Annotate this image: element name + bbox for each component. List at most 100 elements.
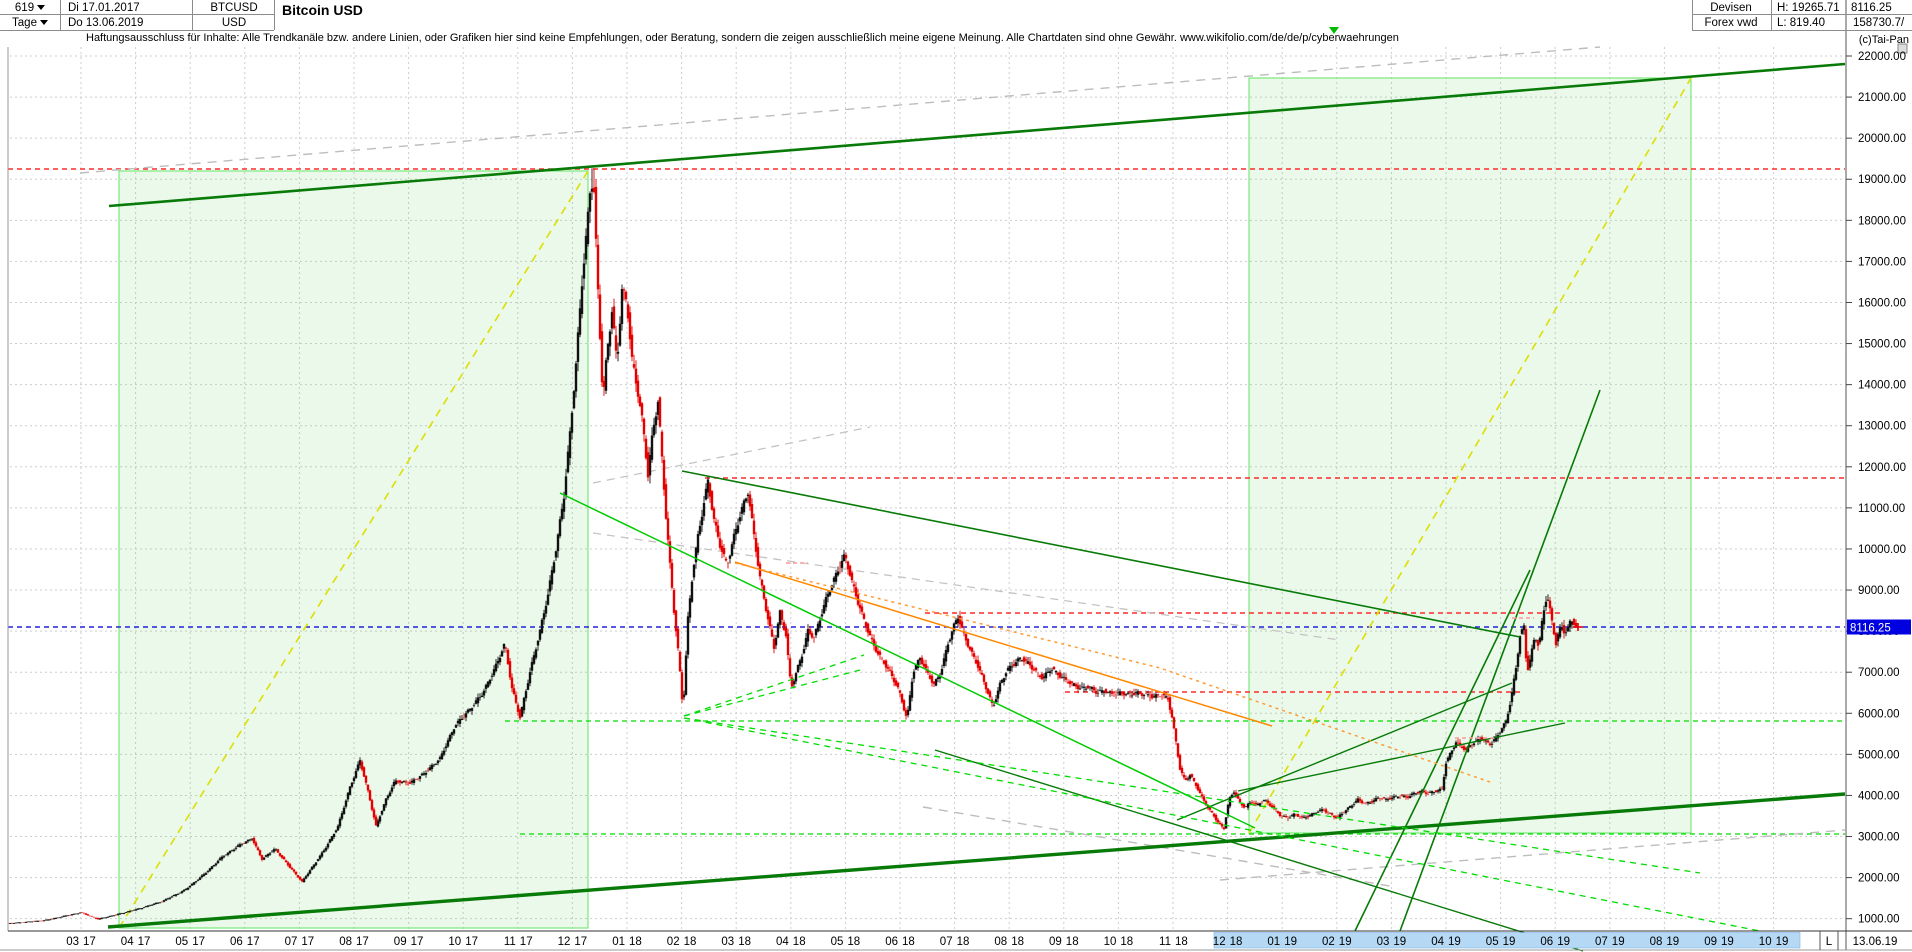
x-axis-label: 17 — [465, 936, 478, 948]
x-axis-label: 17 — [356, 936, 369, 948]
x-axis-label: 17 — [192, 936, 205, 948]
x-axis-label: 18 — [957, 936, 970, 948]
x-axis-label: 08 — [994, 936, 1007, 948]
lime-fan-up-2 — [683, 668, 865, 717]
y-axis-label: 14000.00 — [1858, 380, 1906, 392]
x-axis-label: 05 — [831, 936, 844, 948]
y-axis-label: 7000.00 — [1858, 667, 1900, 679]
x-axis-label: 03 — [721, 936, 734, 948]
x-axis-label: 04 — [776, 936, 789, 948]
y-axis-label: 2000.00 — [1858, 873, 1900, 885]
x-axis-label: 18 — [1011, 936, 1024, 948]
x-axis-label: 18 — [1175, 936, 1188, 948]
currency-label: USD — [221, 17, 247, 29]
header-divider — [0, 30, 274, 31]
y-axis-label: 21000.00 — [1858, 92, 1906, 104]
gray-mid-asc — [592, 426, 871, 484]
rally-steep-left — [1354, 569, 1531, 932]
x-axis-label: 04 — [1431, 936, 1444, 948]
header-divider — [0, 14, 274, 15]
yellow-diagonal-right — [1248, 77, 1692, 834]
lime-fan-down-2 — [683, 717, 1761, 932]
x-axis-label: 17 — [574, 936, 587, 948]
x-axis-label: 17 — [138, 936, 151, 948]
x-axis-label: 18 — [684, 936, 697, 948]
x-axis-label: 18 — [1230, 936, 1243, 948]
x-axis-label: 07 — [1595, 936, 1608, 948]
x-axis-label: 17 — [301, 936, 314, 948]
x-axis-label: 18 — [629, 936, 642, 948]
disclaimer-text: Haftungsausschluss für Inhalte: Alle Tre… — [86, 32, 1399, 44]
header-divider — [60, 0, 61, 30]
x-axis-label: 01 — [612, 936, 625, 948]
x-axis-label: 17 — [411, 936, 424, 948]
orange-desc-solid — [734, 561, 1273, 727]
x-axis-label: 09 — [394, 936, 407, 948]
channel-bottom — [107, 792, 1846, 929]
y-axis-label: 6000.00 — [1858, 708, 1900, 720]
x-axis-label: 18 — [793, 936, 806, 948]
candles-down-bodies — [10, 186, 1578, 924]
market-label: Devisen — [1710, 2, 1752, 14]
axis-settings-icon[interactable] — [1897, 43, 1908, 54]
x-axis-label: 18 — [847, 936, 860, 948]
date-from: Di 17.01.2017 — [68, 2, 140, 14]
x-axis-label: 17 — [247, 936, 260, 948]
header-divider — [1771, 0, 1772, 30]
x-axis-label: 10 — [1104, 936, 1117, 948]
y-axis-label: 10000.00 — [1858, 544, 1906, 556]
chevron-down-icon — [39, 20, 48, 26]
header-divider — [274, 0, 275, 30]
y-axis-label: 19000.00 — [1858, 174, 1906, 186]
x-axis-label: 19 — [1721, 936, 1734, 948]
y-axis-label: 17000.00 — [1858, 256, 1906, 268]
x-axis-label: 19 — [1503, 936, 1516, 948]
x-axis-label: 12 — [558, 936, 571, 948]
x-axis-label: 19 — [1339, 936, 1352, 948]
yellow-diagonal-left — [118, 170, 589, 929]
y-axis-label: 1000.00 — [1858, 914, 1900, 926]
price-tag — [1847, 619, 1911, 635]
x-axis-label: 18 — [1120, 936, 1133, 948]
desc-lower-2018 — [934, 749, 1584, 952]
bars-count-dropdown[interactable]: 619 — [2, 1, 58, 15]
x-axis-label: 07 — [285, 936, 298, 948]
y-axis-label: 22000.00 — [1858, 51, 1906, 63]
x-axis-label: 06 — [1540, 936, 1553, 948]
gray-rising-long — [79, 46, 1601, 174]
x-axis-label: 06 — [230, 936, 243, 948]
page-title: Bitcoin USD — [282, 2, 363, 18]
x-axis-label: 08 — [339, 936, 352, 948]
y-axis-label: 16000.00 — [1858, 297, 1906, 309]
x-axis-label: 05 — [1486, 936, 1499, 948]
y-axis-label: 3000.00 — [1858, 832, 1900, 844]
period-dropdown[interactable]: Tage — [2, 16, 58, 30]
x-axis-label: 08 — [1650, 936, 1663, 948]
low-flag-label: L — [1826, 936, 1833, 948]
disclaimer-body: Haftungsausschluss für Inhalte: Alle Tre… — [86, 32, 1180, 44]
x-axis-label: 05 — [175, 936, 188, 948]
gray-bottom-right-1 — [1219, 829, 1846, 881]
period-label: Tage — [12, 17, 37, 29]
position-marker-icon[interactable] — [1329, 27, 1339, 34]
x-axis-label: 17 — [520, 936, 533, 948]
x-axis-label: 12 — [1213, 936, 1226, 948]
x-axis-label: 03 — [66, 936, 79, 948]
y-axis-label: 15000.00 — [1858, 339, 1906, 351]
price-tag-value: 8116.25 — [1850, 623, 1891, 635]
wikifolio-link[interactable]: www.wikifolio.com/de/de/p/cyberwaehrunge… — [1179, 32, 1399, 44]
x-axis-label: 19 — [1557, 936, 1570, 948]
lime-desc — [559, 492, 1256, 829]
y-axis-label: 4000.00 — [1858, 790, 1900, 802]
feed-label: Forex vwd — [1704, 17, 1758, 29]
x-axis-label: 17 — [83, 936, 96, 948]
volume-value: 158730.7/ — [1853, 17, 1905, 29]
low-value: L: 819.40 — [1777, 17, 1825, 29]
desc-resistance-2018 — [681, 470, 1521, 638]
y-axis-label: 5000.00 — [1858, 749, 1900, 761]
copyright-label: (c)Tai-Pan — [1858, 34, 1909, 46]
x-axis-label: 03 — [1377, 936, 1390, 948]
y-axis-label: 9000.00 — [1858, 585, 1900, 597]
x-axis-label: 02 — [667, 936, 680, 948]
